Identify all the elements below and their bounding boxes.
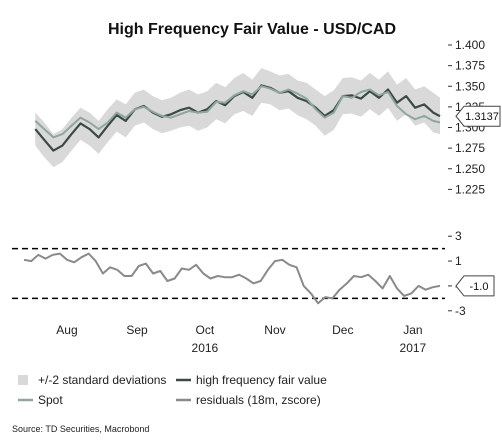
x-tick-label: Aug xyxy=(56,323,77,337)
fair-value-callout xyxy=(455,105,501,127)
upper-tick-label: 1.375 xyxy=(455,59,485,73)
legend-label: residuals (18m, zscore) xyxy=(196,393,321,407)
spot-line xyxy=(34,85,441,139)
legend-label: +/-2 standard deviations xyxy=(38,373,166,387)
lower-tick-label: 1 xyxy=(455,254,462,268)
upper-tick-label: 1.275 xyxy=(455,141,485,155)
legend-swatch-band xyxy=(18,375,28,385)
x-tick-label: Oct xyxy=(196,323,215,337)
chart-title: High Frequency Fair Value - USD/CAD xyxy=(108,21,396,38)
upper-tick-label: 1.250 xyxy=(455,162,485,176)
x-tick-label: Jan xyxy=(403,323,422,337)
lower-tick-label: 3 xyxy=(455,229,462,243)
x-tick-label: Sep xyxy=(126,323,148,337)
lower-tick-label: -3 xyxy=(455,304,466,318)
upper-tick-label: 1.400 xyxy=(455,38,485,52)
x-year-label: 2016 xyxy=(192,341,219,355)
lower-panel: 31-1-3-1.0 xyxy=(12,229,495,318)
x-axis: Aug Sep Oct 2016 Nov Dec Jan 2017 xyxy=(56,323,426,355)
legend: +/-2 standard deviations high frequency f… xyxy=(18,373,327,407)
residual-callout xyxy=(455,275,495,297)
upper-tick-label: 1.350 xyxy=(455,79,485,93)
std-band xyxy=(35,68,441,168)
upper-panel: 1.4001.3751.3501.3251.3001.2751.2501.225… xyxy=(34,38,501,196)
residuals-line xyxy=(23,252,441,305)
legend-label: high frequency fair value xyxy=(196,373,327,387)
x-tick-label: Dec xyxy=(332,323,353,337)
x-year-label: 2017 xyxy=(400,341,427,355)
residual-callout-label: -1.0 xyxy=(470,281,489,293)
source-note: Source: TD Securities, Macrobond xyxy=(12,424,149,434)
legend-label: Spot xyxy=(38,393,63,407)
x-tick-label: Nov xyxy=(264,323,285,337)
fair-value-callout-label: 1.3137 xyxy=(465,111,499,123)
upper-tick-label: 1.225 xyxy=(455,182,485,196)
